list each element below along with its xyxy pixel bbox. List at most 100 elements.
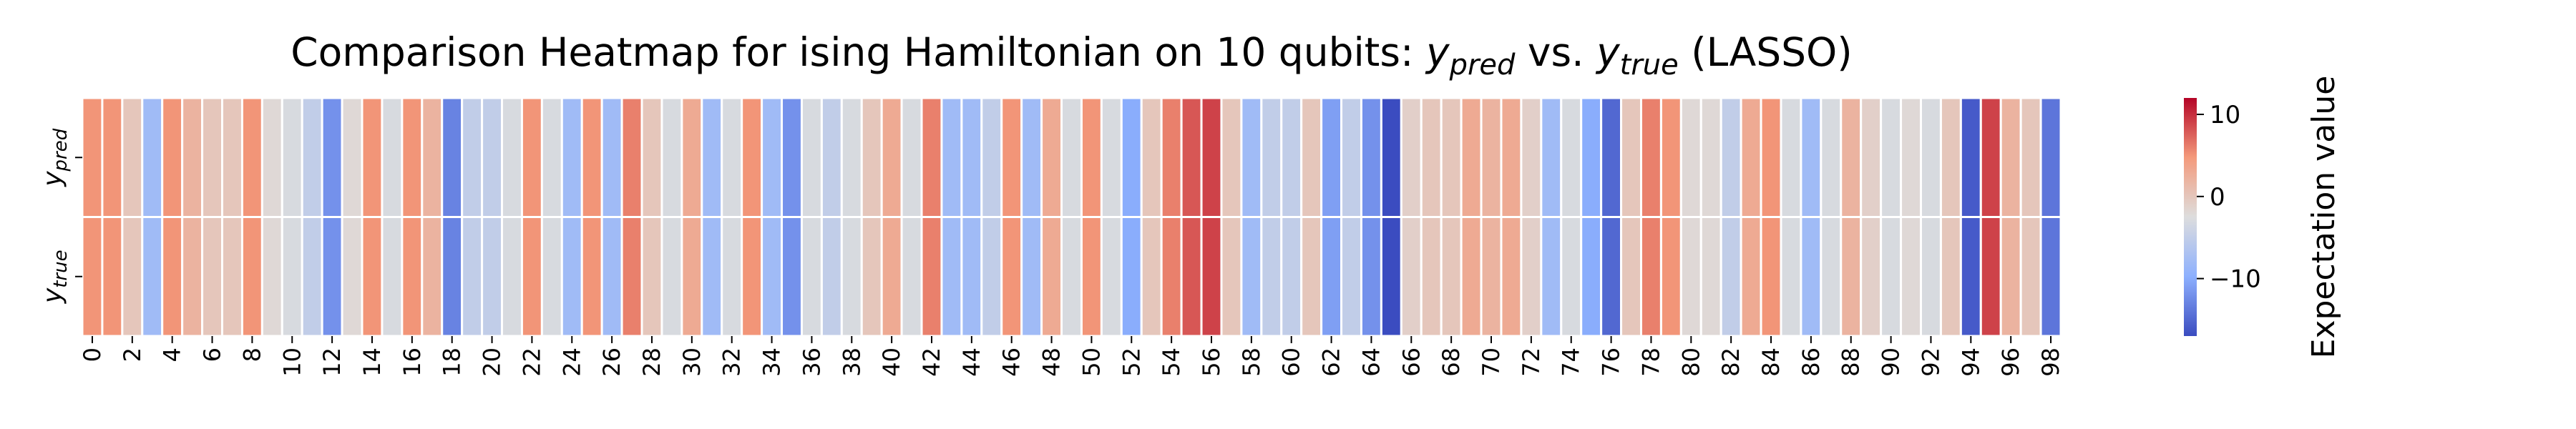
x-tick-label: 82 bbox=[1717, 347, 1745, 377]
x-tick-label: 40 bbox=[878, 347, 905, 377]
cell-true-76 bbox=[1600, 216, 1623, 337]
cell-pred-18 bbox=[441, 97, 464, 218]
cell-true-57 bbox=[1220, 216, 1243, 337]
cell-true-63 bbox=[1340, 216, 1362, 337]
cell-pred-71 bbox=[1500, 97, 1523, 218]
cell-true-66 bbox=[1400, 216, 1423, 337]
cell-true-34 bbox=[761, 216, 784, 337]
cell-true-38 bbox=[840, 216, 863, 337]
cell-pred-51 bbox=[1100, 97, 1123, 218]
y-label-true: ytrue bbox=[38, 250, 72, 304]
cell-true-6 bbox=[201, 216, 224, 337]
heatmap-cells bbox=[81, 97, 2062, 337]
cell-pred-12 bbox=[321, 97, 343, 218]
cell-pred-66 bbox=[1400, 97, 1423, 218]
cell-true-91 bbox=[1900, 216, 1922, 337]
cell-pred-61 bbox=[1300, 97, 1323, 218]
cell-pred-92 bbox=[1919, 97, 1942, 218]
cell-pred-40 bbox=[880, 97, 903, 218]
cell-pred-74 bbox=[1560, 97, 1583, 218]
cell-pred-62 bbox=[1320, 97, 1343, 218]
x-tick-label: 48 bbox=[1038, 347, 1065, 377]
cell-true-47 bbox=[1020, 216, 1043, 337]
cell-pred-83 bbox=[1740, 97, 1762, 218]
colorbar-label: Expectation value bbox=[2306, 76, 2342, 359]
x-tick-label: 44 bbox=[958, 347, 985, 377]
cell-pred-89 bbox=[1860, 97, 1883, 218]
x-tick-label: 0 bbox=[79, 347, 106, 362]
cell-pred-90 bbox=[1880, 97, 1903, 218]
cell-pred-32 bbox=[721, 97, 743, 218]
title-text: Comparison Heatmap for ising Hamiltonian… bbox=[291, 29, 1853, 82]
cell-pred-23 bbox=[540, 97, 563, 218]
cell-pred-45 bbox=[980, 97, 1003, 218]
cell-pred-49 bbox=[1060, 97, 1083, 218]
cell-true-24 bbox=[560, 216, 583, 337]
cell-pred-54 bbox=[1160, 97, 1183, 218]
x-tick-label: 52 bbox=[1118, 347, 1145, 377]
cell-true-74 bbox=[1560, 216, 1583, 337]
cell-pred-27 bbox=[620, 97, 643, 218]
colorbar-tick-label: 0 bbox=[2210, 183, 2225, 212]
cell-pred-63 bbox=[1340, 97, 1362, 218]
cell-pred-5 bbox=[181, 97, 204, 218]
cell-true-20 bbox=[481, 216, 504, 337]
cell-true-87 bbox=[1820, 216, 1843, 337]
cell-pred-81 bbox=[1699, 97, 1722, 218]
cell-pred-3 bbox=[141, 97, 164, 218]
cell-true-26 bbox=[600, 216, 623, 337]
cell-pred-21 bbox=[501, 97, 523, 218]
x-tick-label: 98 bbox=[2037, 347, 2064, 377]
cell-true-45 bbox=[980, 216, 1003, 337]
x-tick-label: 84 bbox=[1757, 347, 1785, 377]
x-tick-label: 58 bbox=[1238, 347, 1265, 377]
x-tick-label: 76 bbox=[1598, 347, 1625, 377]
colorbar-gradient bbox=[2184, 98, 2197, 336]
cell-pred-57 bbox=[1220, 97, 1243, 218]
cell-true-75 bbox=[1580, 216, 1603, 337]
cell-pred-67 bbox=[1420, 97, 1443, 218]
cell-true-31 bbox=[701, 216, 723, 337]
cell-true-48 bbox=[1040, 216, 1063, 337]
cell-true-37 bbox=[820, 216, 843, 337]
cell-pred-15 bbox=[381, 97, 404, 218]
x-tick-label: 54 bbox=[1158, 347, 1185, 377]
cell-pred-28 bbox=[640, 97, 663, 218]
cell-true-17 bbox=[421, 216, 444, 337]
x-tick-label: 34 bbox=[758, 347, 786, 377]
cell-true-68 bbox=[1440, 216, 1463, 337]
cell-pred-85 bbox=[1780, 97, 1802, 218]
cell-true-69 bbox=[1460, 216, 1483, 337]
cell-true-18 bbox=[441, 216, 464, 337]
cell-pred-87 bbox=[1820, 97, 1843, 218]
cell-true-29 bbox=[660, 216, 683, 337]
x-tick-label: 56 bbox=[1198, 347, 1225, 377]
cell-true-28 bbox=[640, 216, 663, 337]
cell-true-90 bbox=[1880, 216, 1903, 337]
cell-pred-91 bbox=[1900, 97, 1922, 218]
cell-true-89 bbox=[1860, 216, 1883, 337]
cell-pred-86 bbox=[1800, 97, 1823, 218]
y-axis-ticks: ypred ytrue bbox=[38, 128, 82, 304]
cell-pred-65 bbox=[1380, 97, 1402, 218]
cell-pred-31 bbox=[701, 97, 723, 218]
cell-pred-41 bbox=[900, 97, 923, 218]
cell-pred-44 bbox=[960, 97, 983, 218]
x-tick-label: 20 bbox=[479, 347, 506, 377]
cell-pred-75 bbox=[1580, 97, 1603, 218]
x-tick-label: 78 bbox=[1637, 347, 1664, 377]
cell-true-39 bbox=[860, 216, 883, 337]
cell-true-67 bbox=[1420, 216, 1443, 337]
cell-true-88 bbox=[1840, 216, 1863, 337]
cell-true-42 bbox=[920, 216, 943, 337]
colorbar-tick-label: −10 bbox=[2210, 265, 2261, 294]
colorbar: 10 0 −10 Expectation value bbox=[2184, 76, 2342, 359]
y-label-pred: ypred bbox=[38, 128, 72, 187]
cell-pred-38 bbox=[840, 97, 863, 218]
cell-pred-9 bbox=[260, 97, 283, 218]
cell-true-77 bbox=[1620, 216, 1642, 337]
x-tick-label: 30 bbox=[678, 347, 706, 377]
cell-pred-20 bbox=[481, 97, 504, 218]
x-tick-label: 64 bbox=[1357, 347, 1385, 377]
cell-true-43 bbox=[940, 216, 963, 337]
